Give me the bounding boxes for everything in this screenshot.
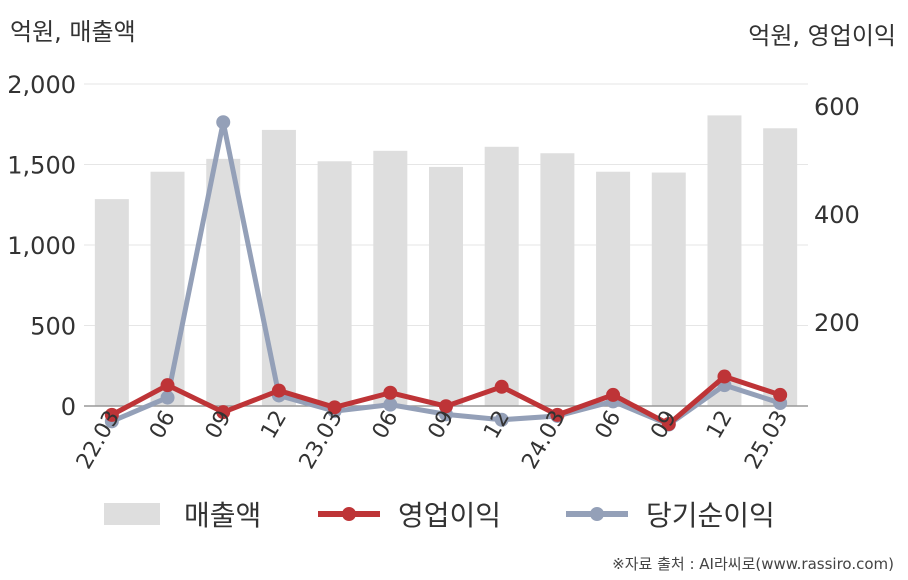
bar [94,199,129,406]
bar [206,158,241,406]
data-point [606,387,621,402]
right-tick-label: 600 [814,93,860,121]
x-tick-label: 09 [646,407,682,444]
data-point [773,387,788,402]
left-axis-title: 억원, 매출액 [10,18,136,46]
right-tick-label: 200 [814,309,860,337]
data-point [383,397,398,412]
bar [429,166,463,406]
data-point [494,379,509,394]
x-tick-label: 12 [256,407,292,444]
right-axis-title: 억원, 영업이익 [748,22,896,50]
legend-label: 영업이익 [398,499,501,532]
data-point [661,417,676,432]
bar [484,146,519,407]
x-tick-label: 06 [368,407,404,444]
data-point [550,407,565,422]
right-tick-label: 400 [814,201,860,229]
data-point [717,369,732,384]
x-tick-label: 06 [591,407,627,444]
data-point [160,390,175,405]
x-tick-label: 25.03 [740,407,793,474]
data-point [494,412,509,427]
bar [651,172,686,406]
bar [540,153,575,406]
x-tick-label: 22.03 [72,407,125,474]
legend-label: 당기순이익 [646,499,775,532]
x-tick-label: 06 [145,407,181,444]
legend-swatch [104,503,160,525]
bar [707,115,742,407]
left-tick-label: 0 [61,393,76,421]
x-tick-label: 23.03 [295,407,348,474]
data-point [216,115,231,130]
legend-label: 매출액 [184,499,261,532]
data-point [216,405,231,420]
x-tick-label: 12 [479,407,515,444]
data-point [327,400,342,415]
bar [261,129,296,406]
source-note: ※자료 출처 : AI라씨로(www.rassiro.com) [612,555,894,573]
left-tick-label: 500 [30,313,76,341]
bar [317,161,352,406]
data-point [160,378,175,393]
data-point [271,383,286,398]
x-tick-label: 09 [201,407,237,444]
data-point [383,385,398,400]
left-tick-label: 2,000 [7,71,76,99]
bar [763,128,798,406]
bar [596,171,631,406]
legend-marker [590,507,604,521]
legend-marker [342,507,356,521]
data-point [104,407,119,422]
left-tick-label: 1,000 [7,232,76,260]
bar [150,171,185,406]
data-point [439,399,453,414]
bar [373,150,408,406]
x-tick-label: 12 [702,407,738,444]
left-tick-label: 1,500 [7,152,76,180]
